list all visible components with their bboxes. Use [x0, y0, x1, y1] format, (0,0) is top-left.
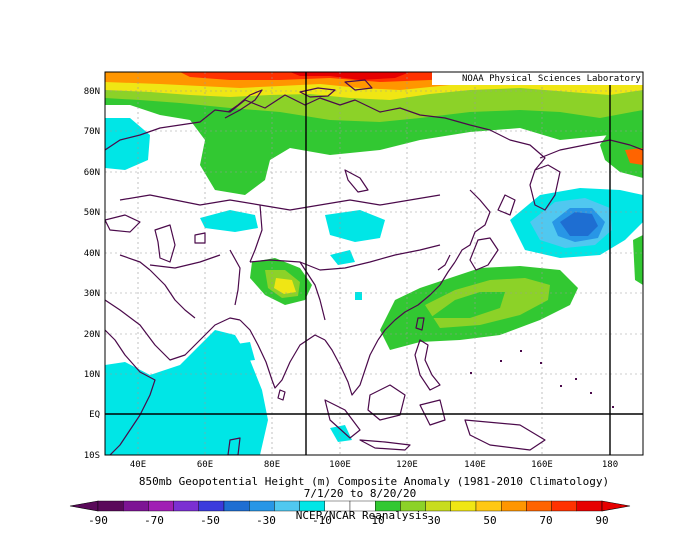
latitude-labels: 80N 70N 60N 50N 40N 30N 20N 10N EQ 10S	[84, 87, 100, 461]
colorbar-segment	[198, 500, 225, 512]
east-orange-spot	[625, 148, 643, 165]
lon-label: 140E	[464, 460, 486, 470]
lon-label: 180	[602, 460, 618, 470]
tibet-yellow	[274, 278, 296, 294]
central-asia-cyan	[200, 210, 258, 232]
lat-label: 10S	[84, 451, 100, 461]
lat-label: EQ	[89, 410, 100, 420]
maritime-cyan	[330, 425, 352, 442]
colorbar-segment	[97, 500, 124, 512]
pacific-dark-blue	[560, 212, 598, 236]
colorbar-segment	[551, 500, 577, 512]
colorbar-segment	[400, 500, 426, 512]
attribution-box	[432, 72, 643, 85]
colorbar-labels: -90 -70 -50 -30 -10 10 30 50 70 90	[88, 514, 609, 527]
colorbar-segment	[349, 500, 376, 512]
lat-label: 80N	[84, 87, 100, 97]
colorbar-segment	[248, 500, 275, 512]
lon-label: 160E	[531, 460, 553, 470]
colorbar-label: -50	[200, 514, 220, 527]
far-east-green	[633, 235, 643, 285]
colorbar-label: -30	[256, 514, 276, 527]
lon-label: 80E	[264, 460, 280, 470]
attribution-text: NOAA Physical Sciences Laboratory	[462, 74, 641, 84]
bay-cyan	[355, 292, 362, 300]
longitude-labels: 40E 60E 80E 100E 120E 140E 160E 180	[130, 460, 618, 470]
colorbar-segment	[299, 500, 326, 512]
colorbar-segment	[274, 500, 300, 512]
colorbar-segment	[501, 500, 527, 512]
west-pacific-inner	[430, 292, 505, 318]
colorbar	[69, 500, 631, 512]
lat-label: 20N	[84, 330, 100, 340]
colorbar-segment	[526, 500, 552, 512]
colorbar-segment	[324, 500, 351, 512]
colorbar-segment	[375, 500, 401, 512]
colorbar-segment	[122, 500, 149, 512]
reference-lines	[105, 72, 643, 455]
lon-label: 60E	[197, 460, 213, 470]
caption-source: NCEP/NCAR Reanalysis	[296, 509, 428, 522]
lat-label: 70N	[84, 127, 100, 137]
lat-lon-grid	[105, 72, 643, 455]
map-plot-area	[105, 72, 643, 455]
colorbar-label: 10	[371, 514, 384, 527]
colorbar-segment	[173, 500, 200, 512]
coastlines	[105, 79, 643, 455]
colorbar-label: -70	[144, 514, 164, 527]
colorbar-label: 90	[595, 514, 608, 527]
lat-label: 60N	[84, 168, 100, 178]
pacific-islands	[470, 350, 614, 408]
lon-label: 120E	[396, 460, 418, 470]
colorbar-segment	[450, 500, 477, 512]
caption-dates: 7/1/20 to 8/20/20	[304, 487, 417, 500]
lat-label: 30N	[84, 289, 100, 299]
colorbar-segment	[425, 500, 452, 512]
colorbar-segment	[148, 500, 174, 512]
east-green-patch	[600, 130, 643, 178]
colorbar-label: 70	[539, 514, 552, 527]
lat-label: 10N	[84, 370, 100, 380]
arabian-cyan-spot	[230, 342, 255, 362]
colorbar-segment	[223, 500, 250, 512]
colorbar-min-arrow	[69, 500, 99, 512]
arctic-dark-red-core	[290, 72, 410, 80]
indian-ocean-cyan	[105, 330, 268, 455]
lat-label: 50N	[84, 208, 100, 218]
lat-label: 40N	[84, 249, 100, 259]
east-asia-cyan	[330, 250, 355, 265]
colorbar-max-arrow	[601, 500, 631, 512]
lon-label: 100E	[329, 460, 351, 470]
colorbar-segment	[576, 500, 603, 512]
colorbar-label: 50	[483, 514, 496, 527]
colorbar-label: 30	[427, 514, 440, 527]
lon-label: 40E	[130, 460, 146, 470]
map-frame	[104, 71, 644, 456]
colorbar-label: -10	[312, 514, 332, 527]
colorbar-segment	[475, 500, 502, 512]
colorbar-label: -90	[88, 514, 108, 527]
caption-title: 850mb Geopotential Height (m) Composite …	[139, 475, 609, 488]
